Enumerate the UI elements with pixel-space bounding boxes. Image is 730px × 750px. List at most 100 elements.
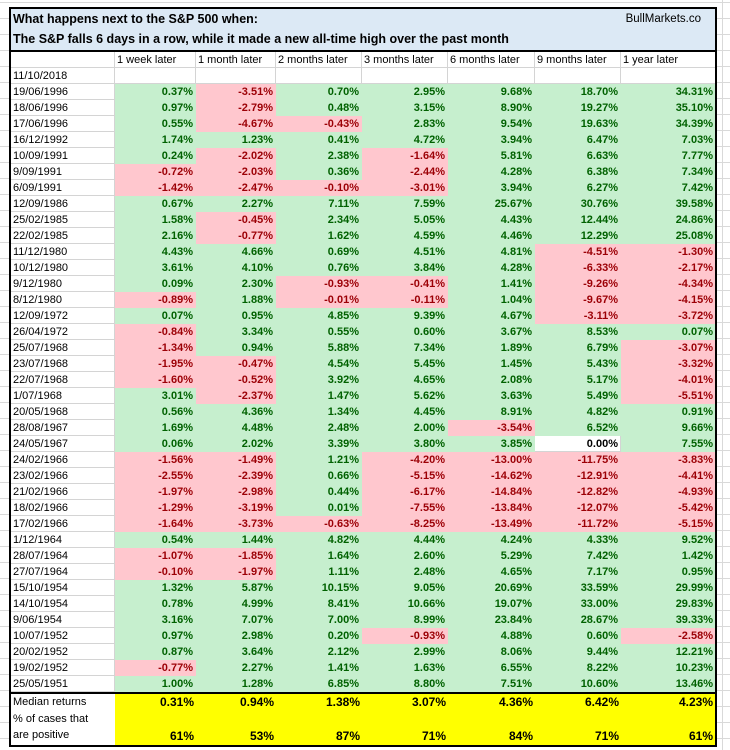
return-cell[interactable]: 1.21% xyxy=(276,452,362,468)
return-cell[interactable]: 29.99% xyxy=(621,580,715,596)
return-cell[interactable]: 2.12% xyxy=(276,644,362,660)
date-cell[interactable]: 20/02/1952 xyxy=(11,644,115,660)
return-cell[interactable]: 0.07% xyxy=(115,308,196,324)
return-cell[interactable]: 9.66% xyxy=(621,420,715,436)
return-cell[interactable]: -2.44% xyxy=(362,164,448,180)
positive-pct-value[interactable]: 71% xyxy=(362,710,448,745)
return-cell[interactable]: 0.24% xyxy=(115,148,196,164)
median-value[interactable]: 4.23% xyxy=(621,694,715,710)
date-cell[interactable]: 14/10/1954 xyxy=(11,596,115,612)
return-cell[interactable]: 5.62% xyxy=(362,388,448,404)
median-value[interactable]: 0.94% xyxy=(196,694,276,710)
date-cell[interactable]: 22/07/1968 xyxy=(11,372,115,388)
return-cell[interactable]: 0.06% xyxy=(115,436,196,452)
empty-cell[interactable] xyxy=(621,68,715,84)
date-cell[interactable]: 9/12/1980 xyxy=(11,276,115,292)
return-cell[interactable]: 7.07% xyxy=(196,612,276,628)
date-cell[interactable]: 27/07/1964 xyxy=(11,564,115,580)
return-cell[interactable]: 3.01% xyxy=(115,388,196,404)
return-cell[interactable]: -0.93% xyxy=(362,628,448,644)
return-cell[interactable]: 5.88% xyxy=(276,340,362,356)
return-cell[interactable]: -4.34% xyxy=(621,276,715,292)
return-cell[interactable]: -3.72% xyxy=(621,308,715,324)
return-cell[interactable]: 6.55% xyxy=(448,660,535,676)
return-cell[interactable]: 19.63% xyxy=(535,116,621,132)
return-cell[interactable]: 4.99% xyxy=(196,596,276,612)
return-cell[interactable]: 0.60% xyxy=(535,628,621,644)
header-cell[interactable]: 2 months later xyxy=(276,52,362,68)
return-cell[interactable]: 35.10% xyxy=(621,100,715,116)
return-cell[interactable]: 4.43% xyxy=(115,244,196,260)
header-cell[interactable]: 6 months later xyxy=(448,52,535,68)
date-cell[interactable]: 10/07/1952 xyxy=(11,628,115,644)
return-cell[interactable]: 12.44% xyxy=(535,212,621,228)
date-cell[interactable]: 22/02/1985 xyxy=(11,228,115,244)
return-cell[interactable]: -3.73% xyxy=(196,516,276,532)
header-cell[interactable]: 9 months later xyxy=(535,52,621,68)
return-cell[interactable]: -12.82% xyxy=(535,484,621,500)
return-cell[interactable]: 5.43% xyxy=(535,356,621,372)
positive-pct-value[interactable]: 87% xyxy=(276,710,362,745)
median-value[interactable]: 1.38% xyxy=(276,694,362,710)
return-cell[interactable]: 3.92% xyxy=(276,372,362,388)
return-cell[interactable]: 0.56% xyxy=(115,404,196,420)
return-cell[interactable]: 0.60% xyxy=(362,324,448,340)
return-cell[interactable]: 0.97% xyxy=(115,628,196,644)
positive-pct-value[interactable]: 71% xyxy=(535,710,621,745)
return-cell[interactable]: 19.07% xyxy=(448,596,535,612)
return-cell[interactable]: 1.41% xyxy=(448,276,535,292)
return-cell[interactable]: 0.69% xyxy=(276,244,362,260)
return-cell[interactable]: 3.16% xyxy=(115,612,196,628)
return-cell[interactable]: -11.75% xyxy=(535,452,621,468)
return-cell[interactable]: 7.03% xyxy=(621,132,715,148)
return-cell[interactable]: -4.93% xyxy=(621,484,715,500)
return-cell[interactable]: 4.54% xyxy=(276,356,362,372)
positive-pct-value[interactable]: 61% xyxy=(621,710,715,745)
return-cell[interactable]: 9.44% xyxy=(535,644,621,660)
date-cell[interactable]: 24/02/1966 xyxy=(11,452,115,468)
return-cell[interactable]: 4.51% xyxy=(362,244,448,260)
return-cell[interactable]: 3.15% xyxy=(362,100,448,116)
return-cell[interactable]: -0.89% xyxy=(115,292,196,308)
return-cell[interactable]: -13.84% xyxy=(448,500,535,516)
return-cell[interactable]: 4.43% xyxy=(448,212,535,228)
return-cell[interactable]: 0.00% xyxy=(535,436,621,452)
return-cell[interactable]: 18.70% xyxy=(535,84,621,100)
positive-pct-value[interactable]: 84% xyxy=(448,710,535,745)
return-cell[interactable]: 33.00% xyxy=(535,596,621,612)
return-cell[interactable]: 9.68% xyxy=(448,84,535,100)
return-cell[interactable]: 5.05% xyxy=(362,212,448,228)
return-cell[interactable]: 1.58% xyxy=(115,212,196,228)
return-cell[interactable]: -2.03% xyxy=(196,164,276,180)
return-cell[interactable]: 6.79% xyxy=(535,340,621,356)
return-cell[interactable]: 0.66% xyxy=(276,468,362,484)
empty-cell[interactable] xyxy=(448,68,535,84)
return-cell[interactable]: -0.93% xyxy=(276,276,362,292)
return-cell[interactable]: 39.33% xyxy=(621,612,715,628)
return-cell[interactable]: -1.29% xyxy=(115,500,196,516)
return-cell[interactable]: -1.64% xyxy=(362,148,448,164)
return-cell[interactable]: 0.55% xyxy=(115,116,196,132)
return-cell[interactable]: 8.41% xyxy=(276,596,362,612)
return-cell[interactable]: 20.69% xyxy=(448,580,535,596)
return-cell[interactable]: -0.10% xyxy=(115,564,196,580)
return-cell[interactable]: -0.47% xyxy=(196,356,276,372)
return-cell[interactable]: -0.77% xyxy=(196,228,276,244)
return-cell[interactable]: -9.26% xyxy=(535,276,621,292)
median-value[interactable]: 4.36% xyxy=(448,694,535,710)
return-cell[interactable]: -3.51% xyxy=(196,84,276,100)
return-cell[interactable]: -2.58% xyxy=(621,628,715,644)
return-cell[interactable]: 0.76% xyxy=(276,260,362,276)
return-cell[interactable]: -4.15% xyxy=(621,292,715,308)
return-cell[interactable]: 9.52% xyxy=(621,532,715,548)
return-cell[interactable]: -14.84% xyxy=(448,484,535,500)
return-cell[interactable]: 1.89% xyxy=(448,340,535,356)
return-cell[interactable]: 5.29% xyxy=(448,548,535,564)
return-cell[interactable]: -0.43% xyxy=(276,116,362,132)
return-cell[interactable]: 0.70% xyxy=(276,84,362,100)
return-cell[interactable]: 1.88% xyxy=(196,292,276,308)
header-cell[interactable] xyxy=(11,52,115,68)
return-cell[interactable]: 4.67% xyxy=(448,308,535,324)
return-cell[interactable]: 6.52% xyxy=(535,420,621,436)
return-cell[interactable]: -3.11% xyxy=(535,308,621,324)
